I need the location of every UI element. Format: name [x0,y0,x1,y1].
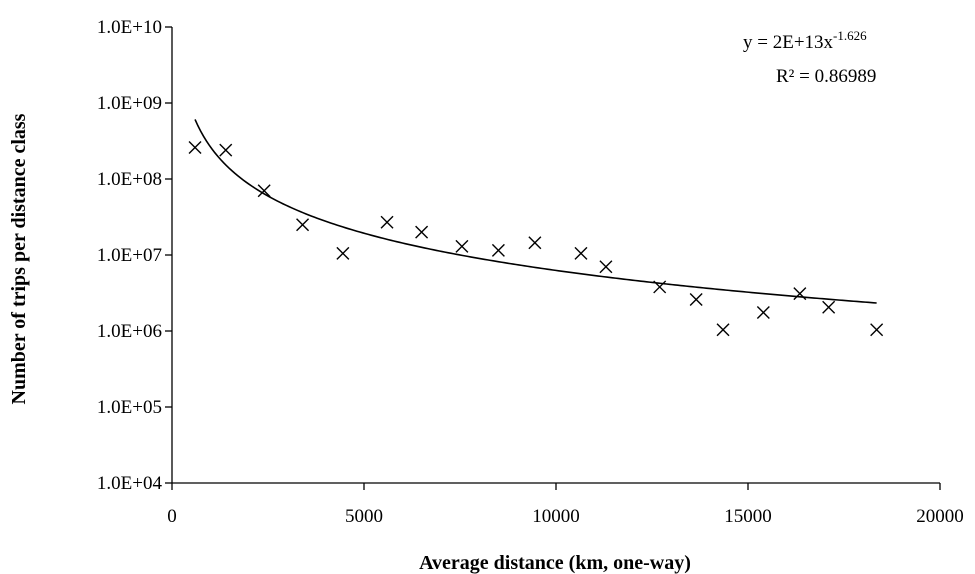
x-axis: 0 5000 10000 15000 20000 [167,482,964,527]
data-point [415,225,429,239]
y-tick-label: 1.0E+08 [97,169,162,190]
data-point [257,184,271,198]
x-tick-label: 5000 [345,506,383,527]
x-axis-title: Average distance (km, one-way) [419,552,691,574]
y-tick-label: 1.0E+10 [97,17,162,38]
trendline-r-squared: R² = 0.86989 [776,66,876,87]
data-point [219,143,233,157]
power-trendline [194,119,877,304]
y-tick-label: 1.0E+05 [97,397,162,418]
data-points [188,140,884,337]
data-point [653,280,667,294]
x-tick-label: 0 [167,506,177,527]
data-point [822,300,836,314]
x-tick-label: 10000 [532,506,580,527]
y-tick-label: 1.0E+04 [97,473,163,494]
data-point [689,292,703,306]
data-point [380,215,394,229]
trendline-equation-exponent: -1.626 [833,28,867,43]
data-point [599,260,613,274]
y-axis-title: Number of trips per distance class [8,113,30,404]
x-tick-label: 15000 [724,506,772,527]
data-point [296,218,310,232]
data-point [716,323,730,337]
data-point [793,287,807,301]
data-point [756,306,770,320]
data-point [574,246,588,260]
trendline-layer [194,119,877,304]
trendline-equation: y = 2E+13x-1.626 [743,28,867,53]
y-axis: 1.0E+04 1.0E+05 1.0E+06 1.0E+07 1.0E+08 1.0E+… [97,17,173,494]
data-point [528,236,542,250]
y-tick-label: 1.0E+09 [97,93,162,114]
x-tick-label: 20000 [916,506,964,527]
y-tick-label: 1.0E+07 [97,245,162,266]
data-point [491,243,505,257]
data-point [336,246,350,260]
data-point [455,239,469,253]
trendline-equation-main: y = 2E+13x [743,32,834,53]
data-point [188,140,202,154]
y-tick-label: 1.0E+06 [97,321,162,342]
data-point [870,323,884,337]
